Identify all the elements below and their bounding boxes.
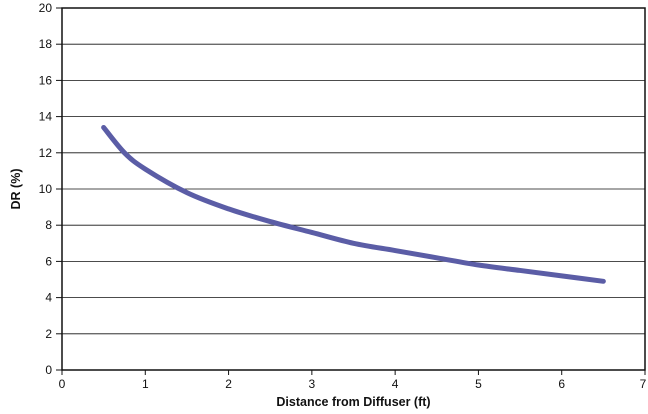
y-tick-label: 2 — [45, 327, 52, 341]
y-tick-label: 12 — [39, 146, 53, 160]
y-axis-title: DR (%) — [9, 169, 23, 210]
x-tick-label: 6 — [558, 377, 565, 391]
y-tick-label: 8 — [45, 218, 52, 232]
y-tick-label: 10 — [39, 182, 53, 196]
x-axis-title: Distance from Diffuser (ft) — [276, 395, 430, 409]
x-tick-label: 7 — [640, 377, 647, 391]
y-tick-label: 20 — [39, 1, 53, 15]
series-line — [101, 124, 606, 284]
x-tick-label: 3 — [309, 377, 316, 391]
y-tick-label: 4 — [45, 291, 52, 305]
x-tick-label: 5 — [475, 377, 482, 391]
y-tick-label: 14 — [39, 110, 53, 124]
x-axis-ticks: 0 1 2 3 4 5 6 7 — [59, 370, 647, 391]
x-tick-label: 0 — [59, 377, 66, 391]
y-tick-label: 16 — [39, 73, 53, 87]
y-tick-label: 18 — [39, 37, 53, 51]
plot-area-frame — [61, 7, 646, 371]
x-tick-label: 1 — [142, 377, 149, 391]
x-tick-label: 2 — [225, 377, 232, 391]
x-tick-label: 4 — [392, 377, 399, 391]
y-tick-label: 0 — [45, 363, 52, 377]
gridlines — [62, 7, 645, 371]
y-axis-ticks: 0 2 4 6 8 10 12 14 16 18 20 — [39, 1, 62, 377]
y-tick-label: 6 — [45, 254, 52, 268]
